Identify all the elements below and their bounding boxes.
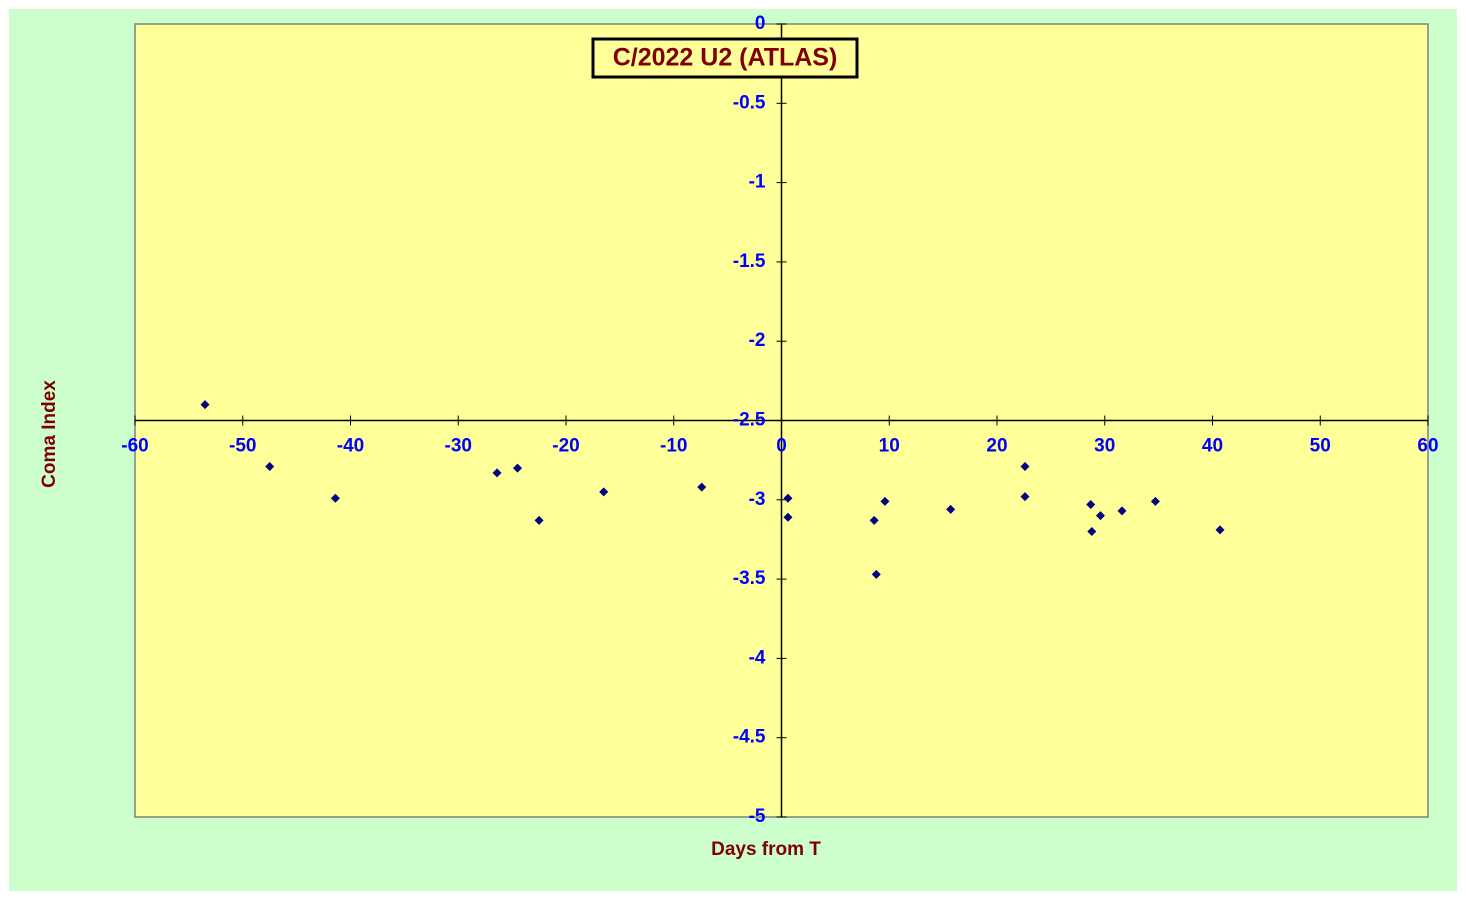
data-point <box>265 461 275 471</box>
x-tick-label: 60 <box>1417 436 1438 457</box>
y-tick-label: -3.5 <box>733 568 766 589</box>
x-tick-label: -30 <box>445 436 472 457</box>
x-tick-label: 0 <box>776 436 787 457</box>
x-tick-label: -10 <box>660 436 687 457</box>
data-point <box>1117 506 1127 516</box>
data-point <box>871 569 881 579</box>
chart-title: C/2022 U2 (ATLAS) <box>613 44 838 72</box>
y-tick-label: -2.5 <box>733 410 766 431</box>
data-point <box>492 468 502 478</box>
data-point <box>946 504 956 514</box>
y-axis-title: Coma Index <box>39 380 60 488</box>
y-tick-label: -4 <box>749 647 766 668</box>
data-point <box>1020 461 1030 471</box>
y-tick-label: -4.5 <box>733 727 766 748</box>
title-box <box>591 37 859 79</box>
x-tick-label: 20 <box>986 436 1007 457</box>
data-point <box>783 512 793 522</box>
data-point <box>1215 525 1225 535</box>
x-tick-label: 10 <box>879 436 900 457</box>
data-point <box>200 400 210 410</box>
x-tick-label: -60 <box>121 436 148 457</box>
y-tick-label: 0 <box>755 13 766 34</box>
data-point <box>1150 496 1160 506</box>
y-tick-label: -1.5 <box>733 251 766 272</box>
x-tick-label: 40 <box>1202 436 1223 457</box>
data-point <box>783 493 793 503</box>
x-tick-label: -40 <box>337 436 364 457</box>
data-point <box>1095 511 1105 521</box>
data-point <box>1087 527 1097 537</box>
data-point <box>1086 500 1096 510</box>
x-tick-label: 50 <box>1310 436 1331 457</box>
data-point <box>534 515 544 525</box>
y-tick-label: -1 <box>749 172 766 193</box>
x-tick-label: -20 <box>552 436 579 457</box>
y-tick-label: -3 <box>749 489 766 510</box>
y-tick-label: -2 <box>749 330 766 351</box>
data-point <box>880 496 890 506</box>
data-point <box>869 515 879 525</box>
data-point <box>697 482 707 492</box>
y-tick-label: -0.5 <box>733 92 766 113</box>
data-point <box>1020 492 1030 502</box>
x-tick-label: -50 <box>229 436 256 457</box>
data-point <box>513 463 523 473</box>
data-point <box>599 487 609 497</box>
y-tick-label: -5 <box>749 806 766 827</box>
x-axis-title: Days from T <box>711 839 821 860</box>
x-tick-label: 30 <box>1094 436 1115 457</box>
data-point <box>330 493 340 503</box>
plot-layer: -60 -50 -40 -30 -20 -10 0 10 20 30 40 50 60 0 -0.5 -1 -1… <box>121 13 1438 827</box>
